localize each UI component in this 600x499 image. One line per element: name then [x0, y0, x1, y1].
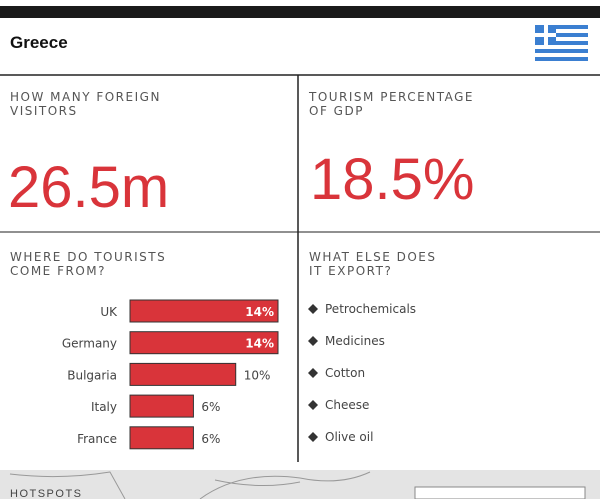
value-label: 6%: [201, 400, 220, 414]
export-item: Petrochemicals: [325, 302, 416, 316]
category-label: Germany: [62, 337, 117, 351]
bar: [129, 299, 279, 323]
value-label: 10%: [244, 368, 271, 382]
category-label: France: [77, 432, 117, 446]
stat-value: 26.5m: [8, 155, 169, 220]
category-label: Italy: [91, 400, 117, 414]
stat-value: 18.5%: [310, 147, 474, 212]
flag: [535, 25, 588, 62]
bar: [129, 426, 194, 450]
export-item: Cheese: [325, 398, 369, 412]
list-title: WHAT ELSE DOES: [309, 250, 436, 264]
category-label: Bulgaria: [67, 368, 117, 382]
bullet: [308, 400, 318, 410]
bullet: [308, 304, 318, 314]
chart-title: COME FROM?: [10, 264, 106, 278]
title: Greece: [10, 33, 68, 52]
map-title: HOTSPOTS: [10, 488, 83, 499]
export-item: Olive oil: [325, 430, 373, 444]
top-bar: [0, 6, 600, 18]
bullet: [308, 432, 318, 442]
bar: [129, 362, 237, 386]
chart-title: WHERE DO TOURISTS: [10, 250, 166, 264]
bar: [129, 331, 279, 355]
stat-label: OF GDP: [309, 104, 364, 118]
stat-label: VISITORS: [10, 104, 78, 118]
value-label: 14%: [245, 337, 274, 351]
value-label: 6%: [201, 432, 220, 446]
value-label: 14%: [245, 305, 274, 319]
export-item: Cotton: [325, 366, 365, 380]
stat-label: TOURISM PERCENTAGE: [308, 90, 474, 104]
list-title: IT EXPORT?: [309, 264, 392, 278]
stat-label: HOW MANY FOREIGN: [10, 90, 161, 104]
export-item: Medicines: [325, 334, 385, 348]
bullet: [308, 368, 318, 378]
category-label: UK: [100, 305, 118, 319]
bar: [129, 394, 194, 418]
bullet: [308, 336, 318, 346]
map: HOTSPOTS: [0, 470, 600, 499]
